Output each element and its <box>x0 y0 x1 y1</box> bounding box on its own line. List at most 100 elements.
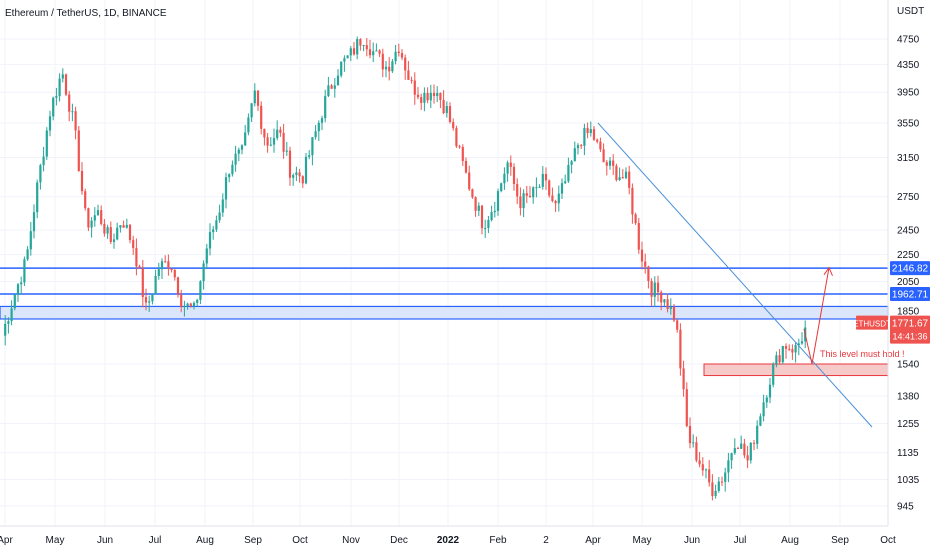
time-tick-label: May <box>46 535 65 546</box>
candle-body <box>266 137 269 146</box>
time-tick-label: Sep <box>831 535 849 546</box>
candle-body <box>330 85 333 89</box>
candle-body <box>688 425 692 444</box>
candle-body <box>138 266 141 269</box>
candle-body <box>445 106 448 114</box>
candle-body <box>644 261 647 267</box>
candle-body <box>16 284 20 295</box>
candle-body <box>141 268 144 298</box>
time-tick-label: May <box>633 535 652 546</box>
candle-body <box>605 162 608 166</box>
candle-body <box>618 177 621 181</box>
candle-body <box>698 460 701 465</box>
level-price-tag-text: 2146.82 <box>892 264 929 275</box>
candle-body <box>167 261 170 269</box>
candle-body <box>234 153 237 165</box>
candle-body <box>669 306 672 309</box>
candle-body <box>173 270 176 278</box>
candle-body <box>564 181 567 184</box>
candle-body <box>791 349 794 353</box>
candle-body <box>544 173 548 181</box>
candle-body <box>343 58 346 62</box>
candle-body <box>781 346 784 363</box>
candle-body <box>637 223 640 250</box>
candle-body <box>672 306 676 321</box>
candle-body <box>740 443 743 449</box>
candle-body <box>253 90 256 104</box>
candle-body <box>304 156 308 184</box>
candle-body <box>634 214 637 224</box>
time-axis[interactable]: Apr May Jun Jul Aug Sep Oct Nov Dec 2022 Feb 2 Apr Ma… <box>0 535 896 546</box>
candle-body <box>36 182 39 213</box>
candle-body <box>77 130 80 171</box>
time-tick-label: Jul <box>734 535 747 546</box>
candle-body <box>183 306 186 308</box>
candle-body <box>231 164 234 175</box>
candle-body <box>580 145 583 147</box>
candle-body <box>455 128 458 147</box>
candle-body <box>103 223 106 234</box>
candle-body <box>244 132 247 146</box>
candle-body <box>32 212 36 232</box>
candle-body <box>701 464 704 471</box>
candle-body <box>775 355 778 365</box>
candle-body <box>772 364 775 385</box>
candle-body <box>215 220 218 230</box>
candle-body <box>570 161 573 165</box>
candle-body <box>68 94 71 112</box>
candle-body <box>218 212 221 221</box>
candle-body <box>186 303 189 307</box>
candle-body <box>87 208 90 228</box>
level-price-tag <box>890 287 930 302</box>
price-tick-label: 1850 <box>897 307 920 318</box>
candle-body <box>48 116 52 131</box>
candle-body <box>624 171 628 179</box>
candle-body <box>221 199 224 213</box>
candle-body <box>90 220 93 228</box>
countdown-text: 14:41:36 <box>892 332 927 342</box>
candle-body <box>349 48 352 56</box>
candle-body <box>42 156 45 166</box>
candle-body <box>45 130 48 157</box>
time-tick-label: Jul <box>149 535 162 546</box>
candle-body <box>29 231 32 250</box>
candle-body <box>762 402 765 417</box>
candle-body <box>480 205 484 229</box>
candle-body <box>301 176 304 184</box>
candle-body <box>106 227 109 234</box>
candle-body <box>589 129 592 134</box>
candle-body <box>397 51 400 54</box>
candle-body <box>64 74 68 95</box>
candle-body <box>154 275 157 294</box>
candle-body <box>122 225 125 228</box>
support-zone <box>703 363 889 377</box>
candle-body <box>746 455 749 461</box>
candle-body <box>119 225 122 228</box>
candle-body <box>26 249 29 260</box>
price-tick-label: 3550 <box>897 119 920 130</box>
candle-body <box>404 57 407 71</box>
candle-body <box>196 299 199 303</box>
candle-body <box>311 137 314 156</box>
candle-body <box>471 189 474 198</box>
candle-body <box>487 220 490 228</box>
time-tick-label: Oct <box>292 535 308 546</box>
candle-body <box>352 48 356 55</box>
candle-body <box>653 282 656 297</box>
candle-body <box>496 191 500 211</box>
candle-body <box>727 460 730 473</box>
candle-body <box>586 128 589 134</box>
candle-body <box>224 177 228 200</box>
price-axis[interactable]: 945 1035 1135 1255 1380 1540 1850 2050 2250 2450 2… <box>897 35 920 513</box>
candle-body <box>384 66 388 70</box>
time-tick-label: 2 <box>543 535 549 546</box>
candle-body <box>557 193 560 204</box>
candle-body <box>736 448 740 450</box>
candle-body <box>250 103 253 118</box>
candle-body <box>576 145 580 149</box>
candle-body <box>228 174 231 178</box>
time-tick-label: Aug <box>781 535 799 546</box>
current-price-tag <box>890 315 930 344</box>
